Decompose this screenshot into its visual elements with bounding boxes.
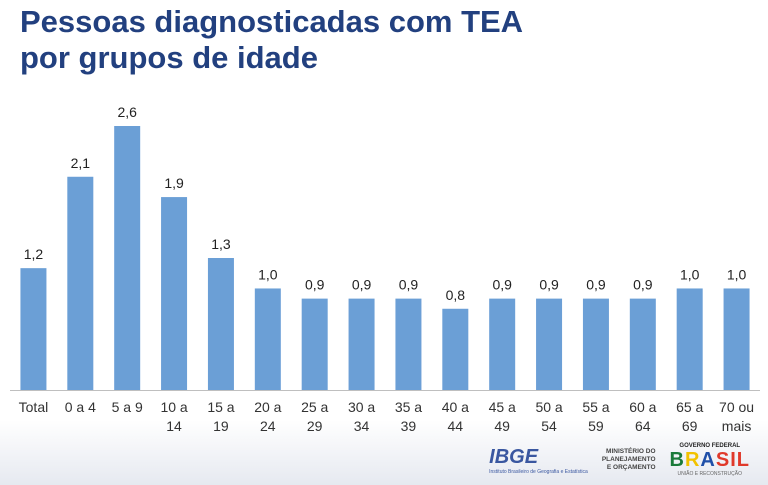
- category-label: 60 a: [629, 399, 656, 415]
- logos: IBGE Instituto Brasileiro de Geografia e…: [489, 443, 750, 477]
- bar: [114, 126, 141, 390]
- data-label: 1,0: [727, 266, 747, 282]
- category-label: 0 a 4: [65, 399, 96, 415]
- title-line-1: Pessoas diagnosticadas com TEA: [20, 4, 524, 39]
- min-line: E ORÇAMENTO: [606, 464, 656, 471]
- bar: [395, 298, 422, 390]
- category-label: 70 ou: [719, 399, 754, 415]
- category-label: 54: [541, 418, 557, 434]
- data-label: 0,8: [446, 287, 466, 303]
- category-label: 69: [682, 418, 698, 434]
- ministerio-logo: MINISTÉRIO DO PLANEJAMENTO E ORÇAMENTO: [602, 448, 656, 472]
- data-label: 0,9: [539, 277, 559, 293]
- footer-background: [0, 420, 768, 485]
- bar: [676, 288, 703, 390]
- chart-title: Pessoas diagnosticadas com TEA por grupo…: [20, 4, 523, 76]
- category-label: 30 a: [348, 399, 375, 415]
- bar: [489, 298, 516, 390]
- min-line: MINISTÉRIO DO: [606, 448, 656, 455]
- category-label: 35 a: [395, 399, 422, 415]
- mark-part: SIL: [715, 449, 750, 471]
- title-line-2: por grupos de idade: [20, 40, 318, 75]
- min-line: PLANEJAMENTO: [601, 456, 656, 463]
- category-label: 24: [260, 418, 276, 434]
- ibge-subtitle: Instituto Brasileiro de Geografia e Esta…: [489, 468, 588, 475]
- category-label: Total: [19, 399, 49, 415]
- brasil-mark: BRASIL: [670, 449, 750, 471]
- category-label: 10 a: [160, 399, 187, 415]
- category-label: 64: [635, 418, 651, 434]
- bar: [301, 298, 328, 390]
- category-label: 59: [588, 418, 604, 434]
- governo-federal-logo: GOVERNO FEDERAL BRASIL UNIÃO E RECONSTRU…: [670, 443, 750, 477]
- mark-part: R: [684, 449, 701, 471]
- category-label: 15 a: [207, 399, 234, 415]
- data-label: 0,9: [492, 277, 512, 293]
- bar: [161, 197, 188, 390]
- bar: [536, 298, 563, 390]
- category-label: 65 a: [676, 399, 703, 415]
- category-label: 19: [213, 418, 229, 434]
- category-label: 14: [166, 418, 182, 434]
- ibge-text: IBGE: [489, 445, 539, 468]
- data-label: 1,9: [164, 175, 184, 191]
- category-label: 20 a: [254, 399, 281, 415]
- data-label: 0,9: [586, 277, 606, 293]
- mark-part: B: [669, 449, 685, 471]
- gov-sub: UNIÃO E RECONSTRUÇÃO: [677, 471, 742, 477]
- data-label: 2,6: [117, 104, 137, 120]
- ibge-logo: IBGE Instituto Brasileiro de Geografia e…: [489, 446, 588, 475]
- category-label: mais: [722, 418, 752, 434]
- mark-part: A: [700, 449, 716, 471]
- category-label: 45 a: [489, 399, 516, 415]
- data-label: 0,9: [305, 277, 325, 293]
- gov-top: GOVERNO FEDERAL: [679, 443, 741, 449]
- bar: [254, 288, 281, 390]
- category-label: 34: [354, 418, 370, 434]
- category-label: 29: [307, 418, 323, 434]
- category-label: 25 a: [301, 399, 328, 415]
- bar: [723, 288, 750, 390]
- category-label: 49: [494, 418, 510, 434]
- data-label: 1,0: [680, 266, 700, 282]
- bar: [67, 176, 94, 390]
- data-label: 0,9: [633, 277, 653, 293]
- category-label: 55 a: [582, 399, 609, 415]
- data-label: 0,9: [399, 277, 419, 293]
- category-label: 5 a 9: [112, 399, 143, 415]
- data-label: 1,0: [258, 266, 278, 282]
- data-label: 2,1: [71, 155, 91, 171]
- data-label: 1,2: [24, 246, 44, 262]
- data-label: 1,3: [211, 236, 231, 252]
- category-label: 50 a: [535, 399, 562, 415]
- bar: [442, 308, 469, 390]
- bar: [582, 298, 609, 390]
- category-label: 39: [401, 418, 417, 434]
- category-label: 44: [448, 418, 464, 434]
- category-label: 40 a: [442, 399, 469, 415]
- data-label: 0,9: [352, 277, 372, 293]
- bar: [207, 258, 234, 390]
- bar: [20, 268, 47, 390]
- bar: [629, 298, 656, 390]
- bar: [348, 298, 375, 390]
